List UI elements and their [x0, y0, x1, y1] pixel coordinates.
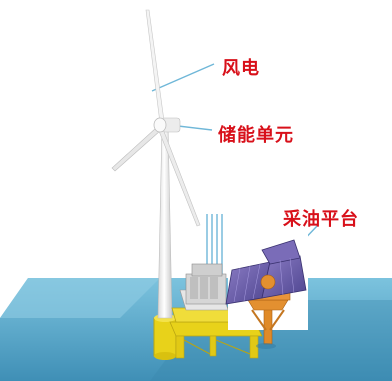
solar-panel-top	[261, 239, 301, 265]
oil-platform-inset	[225, 232, 308, 345]
storage-leader-line-top	[177, 125, 213, 131]
energy-storage-label: 储能单元	[218, 125, 294, 146]
wind-power-label: 风电	[222, 58, 260, 79]
wind-leader-line	[151, 63, 215, 92]
turbine-hub	[153, 117, 167, 133]
turbine-blade-left	[111, 127, 161, 172]
wind-turbine	[111, 9, 201, 360]
oil-platform-label: 采油平台	[283, 209, 359, 230]
turbine-blade-up	[145, 9, 165, 124]
